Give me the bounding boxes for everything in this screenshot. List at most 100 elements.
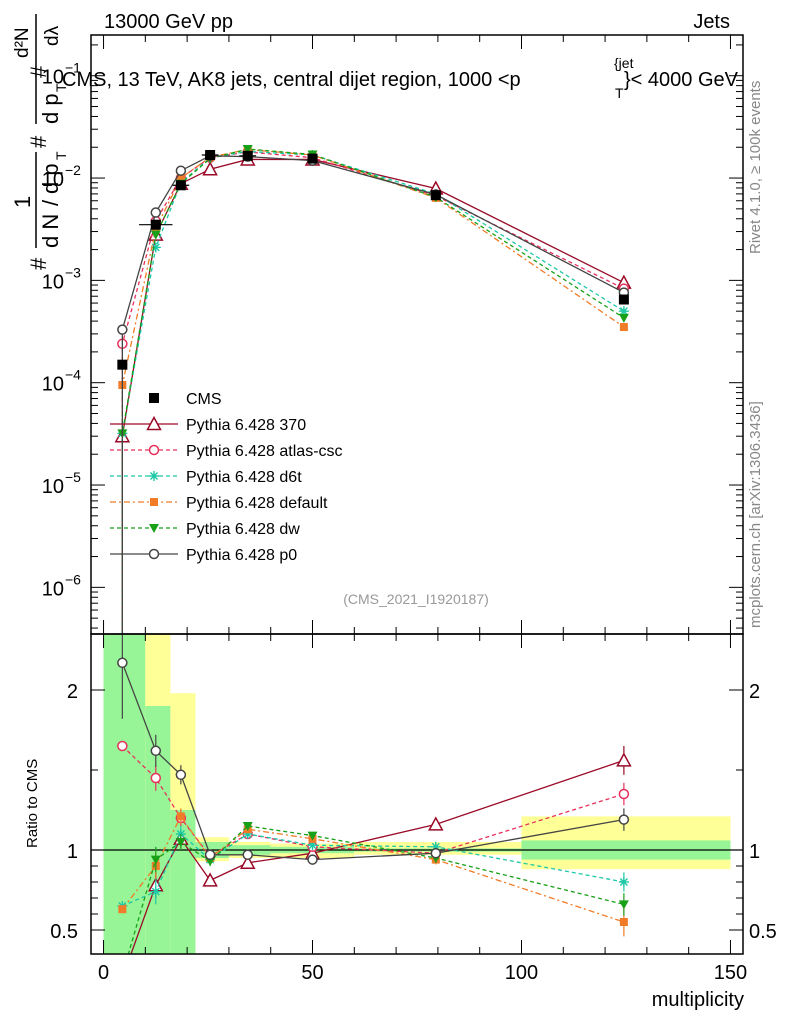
legend-entry: Pythia 6.428 default xyxy=(110,495,328,512)
ratio-point xyxy=(619,918,628,926)
series-point xyxy=(619,323,628,332)
ratio-point xyxy=(175,769,187,781)
ratio-point xyxy=(118,905,127,914)
main-plot xyxy=(114,145,632,634)
ratio-point xyxy=(618,877,629,887)
ratio-point xyxy=(242,849,253,861)
y-tick-base: 10 xyxy=(42,271,64,293)
ratio-tick-label-left: 0.5 xyxy=(50,921,78,943)
ratio-line xyxy=(130,759,625,954)
ratio-point xyxy=(307,854,318,865)
ratio-frame xyxy=(90,633,744,955)
legend-entry: Pythia 6.428 370 xyxy=(110,415,306,434)
band-green xyxy=(145,706,171,954)
y-tick-exp: −1 xyxy=(65,60,81,76)
ylabel-T: T xyxy=(53,151,69,160)
ylabel-dp2: d p xyxy=(38,93,63,124)
data-point xyxy=(205,149,216,160)
series-point xyxy=(150,207,162,218)
legend-entry: Pythia 6.428 p0 xyxy=(110,547,297,564)
ylabel-slash: / xyxy=(38,199,63,206)
legend-marker xyxy=(150,498,158,506)
ratio-point xyxy=(307,831,318,841)
data-point xyxy=(430,190,441,201)
y-tick-exp: −2 xyxy=(65,162,81,178)
legend-marker xyxy=(146,415,162,431)
series-point xyxy=(176,174,185,183)
legend-label: Pythia 6.428 370 xyxy=(186,417,306,434)
legend-marker xyxy=(149,471,159,481)
legend-label: Pythia 6.428 p0 xyxy=(186,547,297,564)
ratio-tick-label-right: 2 xyxy=(749,681,760,703)
ratio-point xyxy=(618,900,629,910)
data-point xyxy=(150,219,161,230)
ratio-plot xyxy=(91,634,743,984)
header-right: Jets xyxy=(693,11,730,33)
x-tick-label: 150 xyxy=(714,962,747,984)
ratio-point xyxy=(242,822,253,831)
y-tick-exp: −4 xyxy=(65,367,81,383)
y-tick-base: 10 xyxy=(42,578,64,600)
ratio-point xyxy=(239,854,256,870)
main-frame xyxy=(90,34,744,635)
data-point xyxy=(618,294,629,305)
series-line-2 xyxy=(121,150,625,634)
ratio-point xyxy=(428,816,444,831)
y-tick-exp: −3 xyxy=(65,264,81,280)
ratio-point xyxy=(117,740,128,752)
ratio-line xyxy=(122,832,625,907)
chart-title: CMS, 13 TeV, AK8 jets, central dijet reg… xyxy=(62,55,739,101)
star-stroke xyxy=(619,307,628,316)
ylabel-d2N: d²N xyxy=(12,27,33,58)
ratio-line xyxy=(121,662,624,861)
y-tick-label: 10 −4 xyxy=(42,367,81,396)
ratio-tick-label-right: 0.5 xyxy=(749,921,777,943)
x-tick-label: 100 xyxy=(505,962,538,984)
series-line-1 xyxy=(121,151,625,634)
data-point xyxy=(307,153,318,164)
rivet-label: Rivet 4.1.0, ≥ 100k events xyxy=(747,81,764,254)
ratio-point xyxy=(150,855,161,865)
star-stroke xyxy=(149,471,159,481)
y-tick-base: 10 xyxy=(42,374,64,396)
ratio-point xyxy=(618,814,630,825)
ratio-point xyxy=(150,745,162,757)
main-ylabel: # 1 d N / d p T # d p T # d²N dλ xyxy=(10,14,69,270)
data-point xyxy=(175,180,186,191)
legend-label: Pythia 6.428 default xyxy=(186,495,328,512)
x-axis-label: multiplicity xyxy=(652,989,744,1011)
title-tail: }< 4000 GeV xyxy=(624,69,739,91)
ratio-point xyxy=(618,788,630,800)
ratio-point xyxy=(117,657,128,669)
data-point xyxy=(117,359,128,370)
ylabel-dlambda: dλ xyxy=(42,25,63,46)
y-tick-base: 10 xyxy=(42,476,64,498)
star-stroke xyxy=(308,841,317,850)
ylabel-one: 1 xyxy=(10,196,35,208)
y-tick-label: 10 −5 xyxy=(42,469,81,498)
y-tick-base: 10 xyxy=(42,169,64,191)
ylabel-hash1: # xyxy=(26,257,51,270)
ylabel-hash3: # xyxy=(26,65,51,78)
legend-label: Pythia 6.428 d6t xyxy=(186,469,302,486)
series-point xyxy=(150,230,161,240)
ratio-point xyxy=(430,847,442,859)
ratio-point xyxy=(204,849,216,861)
ratio-line xyxy=(121,745,625,858)
ratio-ylabel: Ratio to CMS xyxy=(24,759,41,848)
y-tick-label: 10 −3 xyxy=(42,264,81,293)
ylabel-dN: d N xyxy=(38,214,63,248)
y-tick-label: 10 −1 xyxy=(42,60,81,89)
star-stroke xyxy=(151,887,160,896)
ratio-point xyxy=(116,972,129,984)
ratio-tick-label-right: 1 xyxy=(749,841,760,863)
uncertainty-bands xyxy=(103,634,731,954)
legend-entry: Pythia 6.428 dw xyxy=(110,521,300,538)
ratio-point xyxy=(150,886,161,897)
ratio-tick-label-left: 1 xyxy=(67,841,78,863)
ylabel-hash2: # xyxy=(26,135,51,148)
legend-label: Pythia 6.428 atlas-csc xyxy=(186,443,343,460)
mcplots-label: mcplots.cern.ch [arXiv:1306.3436] xyxy=(747,401,764,628)
series-point xyxy=(202,161,218,176)
